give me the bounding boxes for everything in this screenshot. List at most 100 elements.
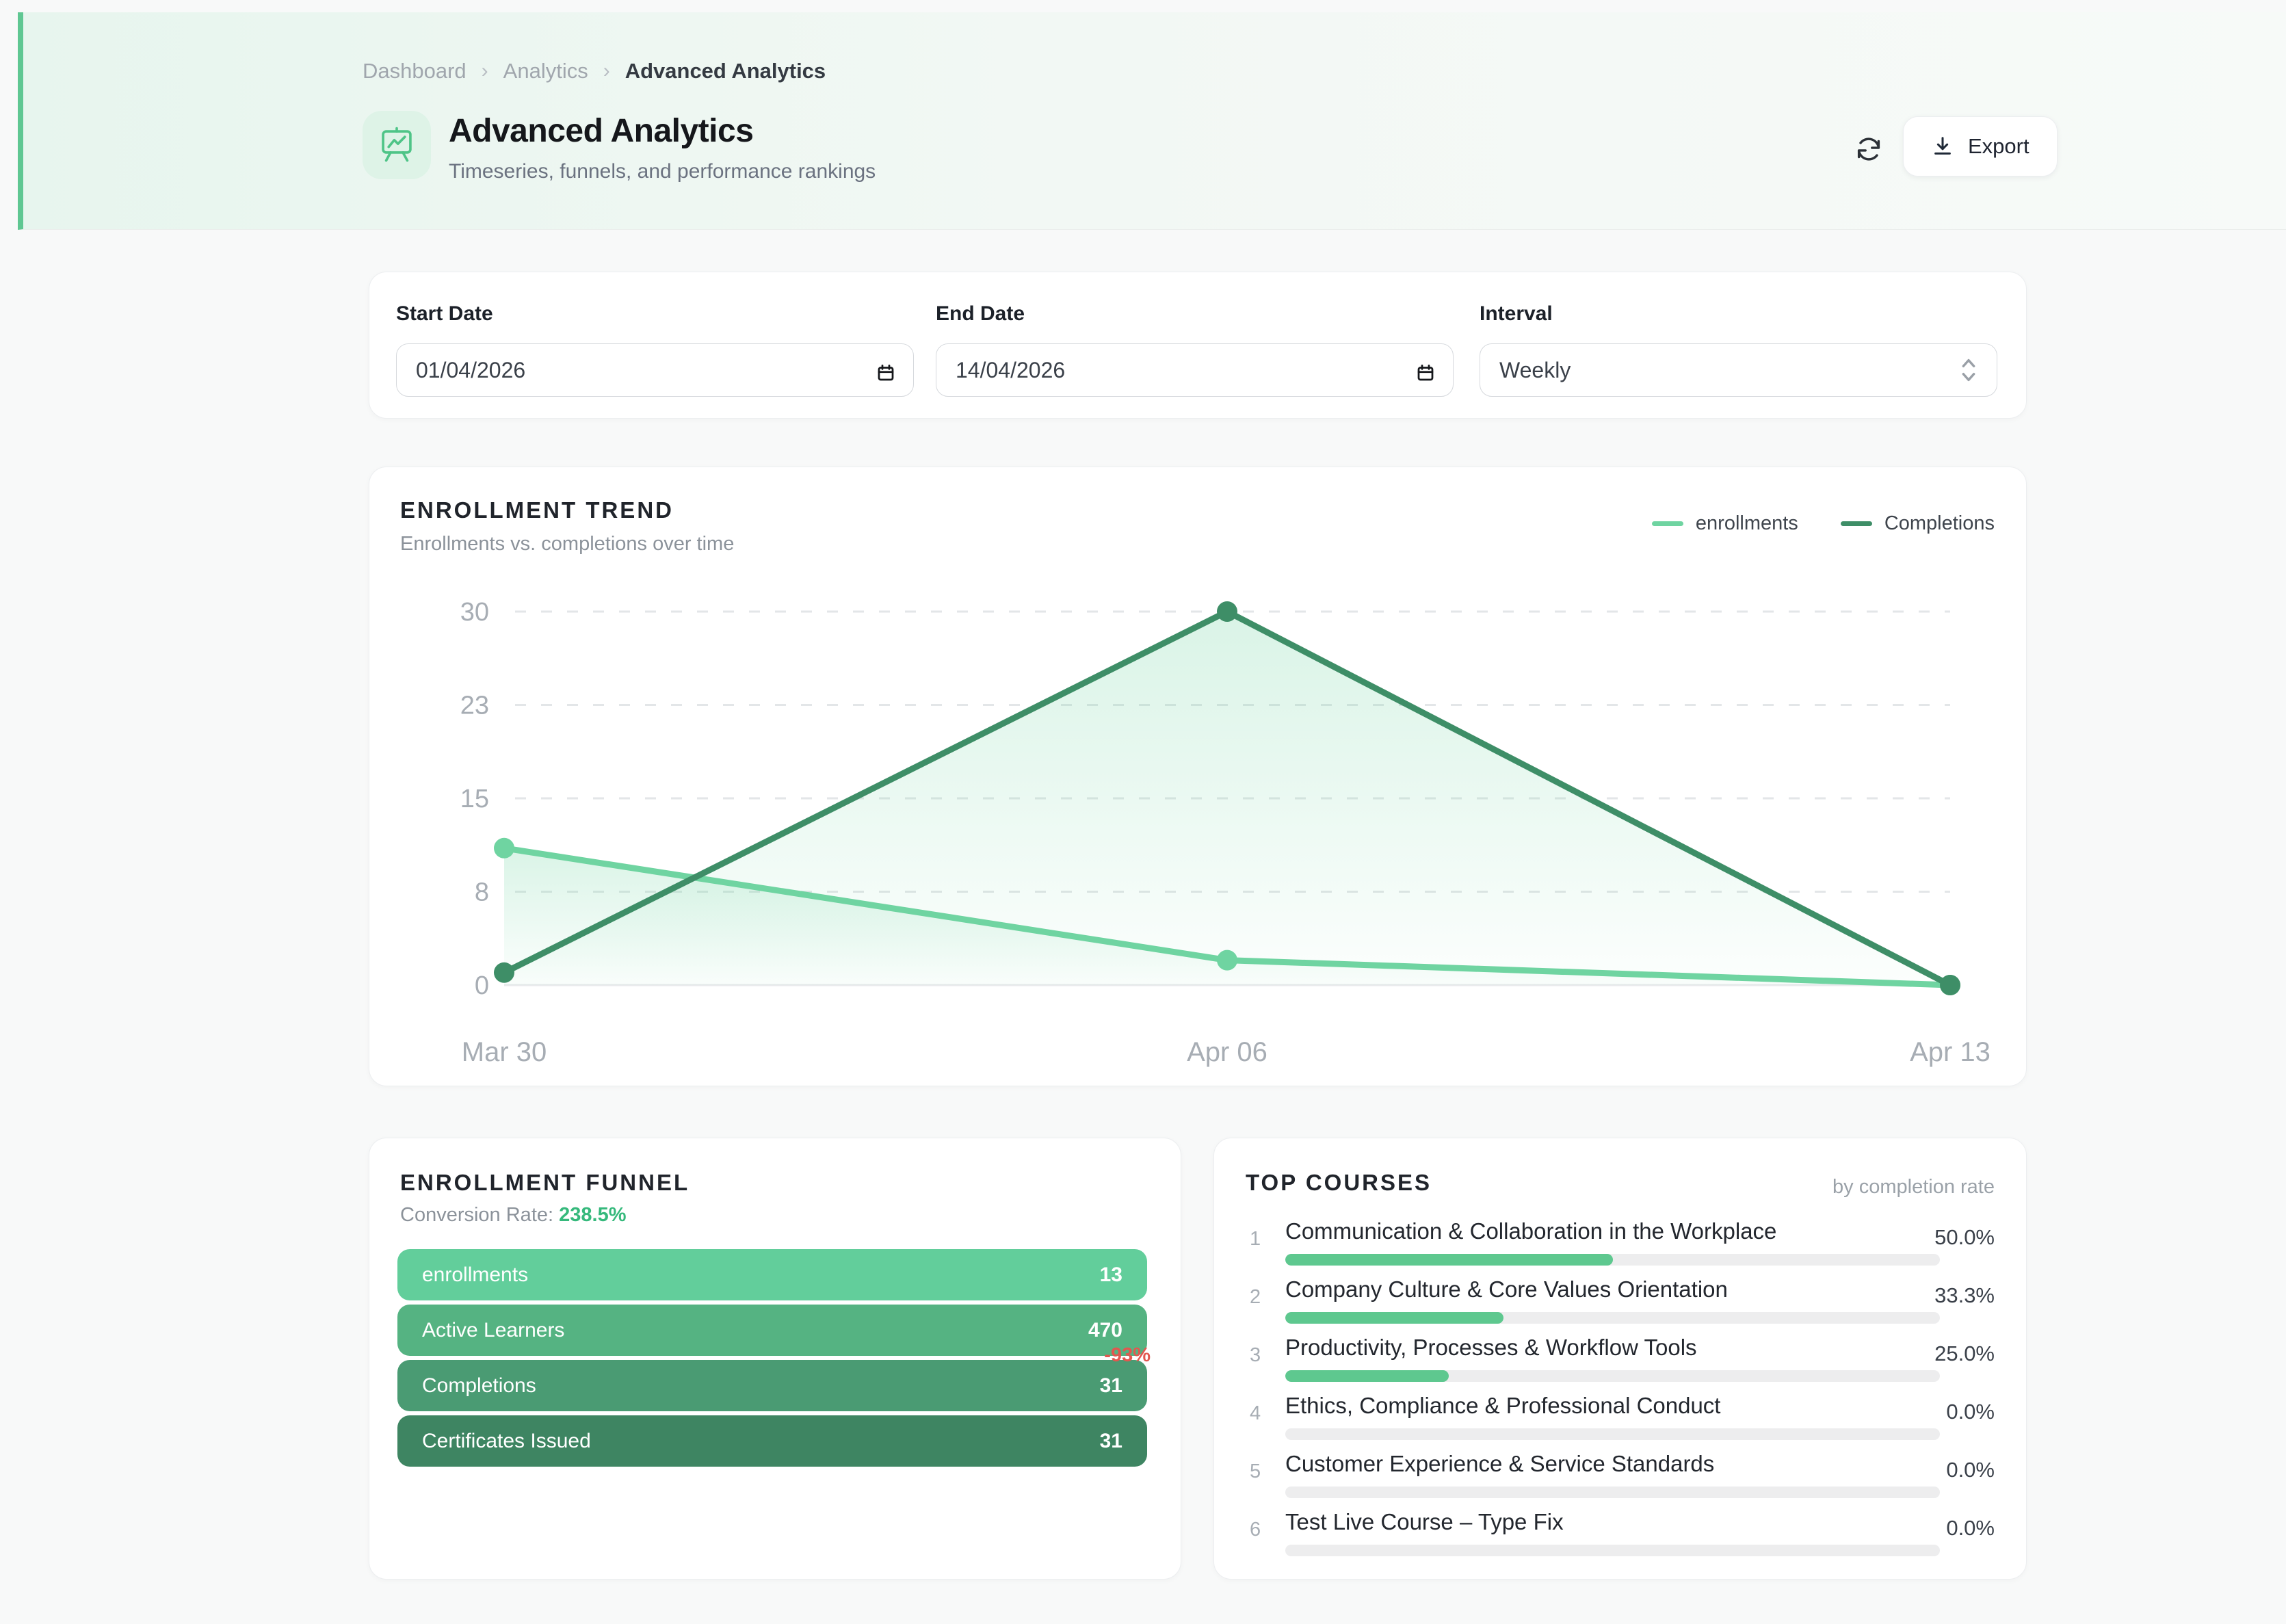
svg-text:Apr 06: Apr 06 <box>1187 1037 1267 1067</box>
funnel-stage-enrollments: enrollments 13 <box>397 1249 1147 1300</box>
svg-text:8: 8 <box>475 878 489 907</box>
legend-label-enrollments: enrollments <box>1695 512 1798 534</box>
funnel-stage-label: Completions <box>422 1374 536 1397</box>
start-date-input[interactable] <box>396 343 914 397</box>
funnel-stage-active-learners: Active Learners 470 <box>397 1305 1147 1356</box>
svg-text:23: 23 <box>460 692 489 720</box>
course-progress-track <box>1285 1254 1940 1266</box>
course-completion-rate: 0.0% <box>1946 1400 1995 1424</box>
top-courses-title: TOP COURSES <box>1246 1170 1432 1195</box>
svg-text:30: 30 <box>460 598 489 627</box>
breadcrumb-separator-icon: › <box>603 60 610 82</box>
trend-line-chart: 0 8 15 23 30 Mar 30 Apr 06 Apr 13 <box>460 598 1991 1067</box>
legend-item-completions: Completions <box>1840 512 1995 535</box>
conversion-rate-label: Conversion Rate: <box>400 1204 554 1226</box>
download-icon <box>1934 137 1951 155</box>
course-name: Communication & Collaboration in the Wor… <box>1285 1218 1777 1244</box>
page-title: Advanced Analytics <box>449 113 754 149</box>
end-date-label: End Date <box>936 302 1025 325</box>
svg-text:15: 15 <box>460 785 489 813</box>
trend-subtitle: Enrollments vs. completions over time <box>400 533 735 555</box>
course-completion-rate: 0.0% <box>1946 1516 1995 1540</box>
start-date-field: Start Date <box>396 302 914 397</box>
top-courses-card: TOP COURSES by completion rate 1 Communi… <box>1213 1138 2027 1580</box>
course-progress-track <box>1285 1487 1940 1498</box>
calendar-icon[interactable] <box>876 363 896 383</box>
course-rank: 3 <box>1250 1344 1261 1366</box>
course-completion-rate: 33.3% <box>1934 1283 1995 1307</box>
enrollment-trend-card: ENROLLMENT TREND Enrollments vs. complet… <box>369 467 2027 1086</box>
svg-text:Mar 30: Mar 30 <box>462 1037 547 1067</box>
course-rank: 4 <box>1250 1402 1261 1424</box>
course-row: 3 Productivity, Processes & Workflow Too… <box>1214 1335 2026 1389</box>
page-subtitle: Timeseries, funnels, and performance ran… <box>449 160 876 183</box>
chart-legend: enrollments Completions <box>1651 512 1995 535</box>
breadcrumb-separator-icon: › <box>481 60 488 82</box>
funnel-drop-percentage: -93% <box>1104 1344 1151 1366</box>
calendar-icon[interactable] <box>1415 363 1436 383</box>
course-rank: 5 <box>1250 1461 1261 1482</box>
course-name: Test Live Course – Type Fix <box>1285 1509 1564 1534</box>
breadcrumb-current: Advanced Analytics <box>625 59 826 83</box>
course-completion-rate: 0.0% <box>1946 1458 1995 1482</box>
top-courses-subtitle: by completion rate <box>1832 1176 1995 1198</box>
breadcrumb-analytics[interactable]: Analytics <box>503 59 588 83</box>
breadcrumb: Dashboard › Analytics › Advanced Analyti… <box>363 59 826 83</box>
page-icon-badge <box>363 111 431 179</box>
course-row: 6 Test Live Course – Type Fix 0.0% <box>1214 1509 2026 1564</box>
funnel-stage-label: Active Learners <box>422 1318 565 1341</box>
course-progress-fill <box>1285 1370 1449 1382</box>
course-rank: 1 <box>1250 1228 1261 1250</box>
interval-label: Interval <box>1480 302 1553 325</box>
presentation-chart-icon <box>382 127 412 162</box>
start-date-label: Start Date <box>396 302 493 325</box>
funnel-stage-value: 31 <box>1099 1429 1122 1452</box>
enrollment-funnel-card: ENROLLMENT FUNNEL Conversion Rate: 238.5… <box>369 1138 1181 1580</box>
course-name: Productivity, Processes & Workflow Tools <box>1285 1335 1697 1360</box>
legend-item-enrollments: enrollments <box>1651 512 1798 535</box>
course-rank: 2 <box>1250 1286 1261 1308</box>
course-row: 1 Communication & Collaboration in the W… <box>1214 1218 2026 1273</box>
course-completion-rate: 25.0% <box>1934 1341 1995 1365</box>
funnel-stage-value: 470 <box>1088 1318 1122 1341</box>
course-name: Customer Experience & Service Standards <box>1285 1451 1715 1476</box>
end-date-input[interactable] <box>936 343 1454 397</box>
conversion-rate: Conversion Rate: 238.5% <box>400 1204 626 1227</box>
filters-card: Start Date End Date Interval Weekly <box>369 272 2027 419</box>
interval-selected-value: Weekly <box>1499 357 1571 382</box>
conversion-rate-value: 238.5% <box>559 1204 627 1226</box>
legend-label-completions: Completions <box>1884 512 1995 534</box>
refresh-button[interactable] <box>1848 129 1889 170</box>
svg-text:0: 0 <box>475 971 489 1000</box>
funnel-stage-value: 31 <box>1099 1374 1122 1397</box>
funnel-stage-label: enrollments <box>422 1263 529 1286</box>
funnel-stage-label: Certificates Issued <box>422 1429 591 1452</box>
refresh-icon <box>1857 137 1880 161</box>
svg-text:Apr 13: Apr 13 <box>1910 1037 1991 1067</box>
course-row: 4 Ethics, Compliance & Professional Cond… <box>1214 1393 2026 1448</box>
legend-swatch-completions <box>1840 521 1872 526</box>
course-row: 2 Company Culture & Core Values Orientat… <box>1214 1276 2026 1331</box>
funnel-stage-value: 13 <box>1099 1263 1122 1286</box>
interval-select[interactable]: Weekly <box>1480 343 1997 397</box>
export-button[interactable]: Export <box>1903 116 2058 176</box>
legend-swatch-enrollments <box>1651 521 1683 526</box>
course-progress-track <box>1285 1545 1940 1556</box>
course-name: Company Culture & Core Values Orientatio… <box>1285 1276 1728 1302</box>
export-button-label: Export <box>1968 134 2029 158</box>
course-progress-track <box>1285 1370 1940 1382</box>
trend-title: ENROLLMENT TREND <box>400 497 674 523</box>
course-completion-rate: 50.0% <box>1934 1225 1995 1249</box>
course-progress-track <box>1285 1312 1940 1324</box>
course-progress-fill <box>1285 1312 1503 1324</box>
course-progress-track <box>1285 1428 1940 1440</box>
funnel-stage-completions: Completions 31 <box>397 1360 1147 1411</box>
course-progress-fill <box>1285 1254 1613 1266</box>
interval-field: Interval Weekly <box>1480 302 1997 397</box>
course-name: Ethics, Compliance & Professional Conduc… <box>1285 1393 1721 1418</box>
course-rank: 6 <box>1250 1519 1261 1541</box>
chevron-up-down-icon <box>1958 354 1980 386</box>
funnel-title: ENROLLMENT FUNNEL <box>400 1170 690 1195</box>
end-date-field: End Date <box>936 302 1454 397</box>
breadcrumb-dashboard[interactable]: Dashboard <box>363 59 467 83</box>
